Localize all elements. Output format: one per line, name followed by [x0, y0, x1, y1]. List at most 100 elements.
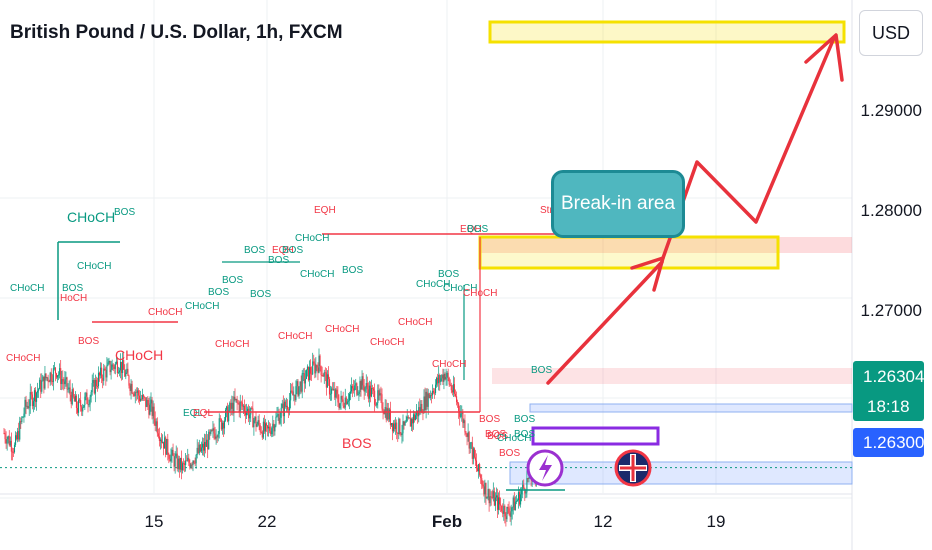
- candle-body: [509, 513, 511, 517]
- candle-body: [174, 456, 176, 467]
- candle-body: [28, 406, 30, 409]
- candle-body: [8, 436, 10, 446]
- structure-lines: [57, 233, 565, 491]
- structure-label: BOS: [485, 429, 507, 440]
- candle-body: [425, 391, 427, 410]
- candle-body: [462, 412, 464, 424]
- candle-body: [234, 396, 236, 400]
- candle-body: [405, 421, 407, 423]
- candle-body: [407, 416, 409, 418]
- candle-body: [460, 413, 462, 417]
- candle-body: [204, 441, 206, 451]
- candle-body: [169, 458, 171, 462]
- candle-body: [294, 394, 296, 401]
- candle-body: [432, 390, 434, 393]
- candle-body: [121, 361, 123, 373]
- candle-body: [324, 372, 326, 374]
- candle-body: [221, 422, 223, 430]
- candle-body: [60, 368, 62, 385]
- candle-body: [210, 429, 212, 434]
- candle-body: [406, 416, 408, 422]
- candle-body: [239, 401, 241, 412]
- candle-body: [327, 374, 329, 380]
- candle-body: [213, 428, 215, 434]
- candle-body: [255, 416, 257, 427]
- candle-body: [250, 407, 252, 415]
- flag-red-vertical: [631, 455, 635, 481]
- candle-body: [262, 421, 264, 438]
- candle-body: [277, 414, 279, 416]
- candle-body: [467, 432, 469, 437]
- candle-body: [330, 393, 332, 395]
- candle-body: [202, 443, 205, 451]
- candle-body: [453, 384, 455, 394]
- candle-body: [416, 410, 418, 416]
- candle-body: [390, 423, 392, 426]
- candle-body: [126, 368, 128, 373]
- candle-body: [188, 457, 190, 463]
- candle-body: [301, 373, 303, 392]
- candle-body: [101, 367, 103, 378]
- candle-body: [448, 377, 450, 385]
- candle-body: [339, 403, 341, 409]
- candle-body: [447, 372, 449, 378]
- structure-label: EQH: [314, 205, 336, 216]
- candle-body: [289, 400, 291, 411]
- structure-label: CHoCH: [148, 307, 183, 318]
- candle-body: [475, 460, 478, 469]
- currency-button[interactable]: USD: [859, 10, 923, 56]
- candle-body: [206, 439, 208, 447]
- candle-body: [388, 409, 390, 420]
- candle-body: [300, 381, 302, 392]
- structure-label: BOS: [467, 224, 489, 235]
- candle-body: [31, 394, 33, 407]
- candle-body: [175, 453, 177, 457]
- candle-body: [181, 463, 184, 471]
- candle-body: [102, 377, 104, 381]
- candle-body: [417, 410, 419, 417]
- candle-body: [362, 376, 364, 386]
- candle-body: [179, 457, 181, 470]
- candle-body: [106, 365, 108, 378]
- bid-price-tag: 1.26300: [853, 428, 924, 457]
- candle-body: [422, 412, 424, 414]
- lightning-glyph: [539, 455, 552, 481]
- candle-body: [78, 399, 80, 413]
- candle-body: [21, 417, 23, 423]
- candle-body: [360, 381, 362, 390]
- candle-body: [326, 374, 328, 388]
- candle-body: [16, 435, 18, 440]
- candle-body: [112, 364, 114, 367]
- candle-body: [243, 405, 245, 412]
- time-tick-label: 22: [257, 512, 277, 531]
- candle-body: [176, 453, 178, 469]
- candle-body: [480, 474, 482, 479]
- break-in-area-callout[interactable]: Break-in area: [551, 170, 685, 238]
- candle-body: [302, 373, 304, 374]
- candle-body: [90, 392, 92, 397]
- structure-label: CHoCH: [497, 433, 532, 444]
- candle-body: [276, 415, 278, 417]
- structure-label: BOS: [268, 255, 290, 266]
- candle-body: [345, 397, 347, 405]
- candle-body: [376, 403, 378, 406]
- candle-body: [230, 402, 232, 409]
- candle-body: [489, 496, 491, 504]
- candle-body: [215, 436, 217, 439]
- candle-body: [452, 384, 454, 393]
- candle-body: [192, 460, 194, 465]
- structure-label: CHoCH: [115, 347, 164, 363]
- candle-body: [461, 412, 463, 414]
- candle-body: [408, 417, 410, 419]
- candle-body: [118, 370, 121, 373]
- candle-body: [226, 406, 228, 410]
- target-supply-zone: [488, 20, 846, 44]
- candle-body: [380, 393, 382, 395]
- event-marker-box: [531, 426, 660, 446]
- candle-body: [151, 399, 153, 416]
- candle-body: [317, 367, 319, 373]
- candle-body: [415, 415, 417, 420]
- candle-body: [412, 414, 415, 424]
- candle-body: [65, 377, 67, 380]
